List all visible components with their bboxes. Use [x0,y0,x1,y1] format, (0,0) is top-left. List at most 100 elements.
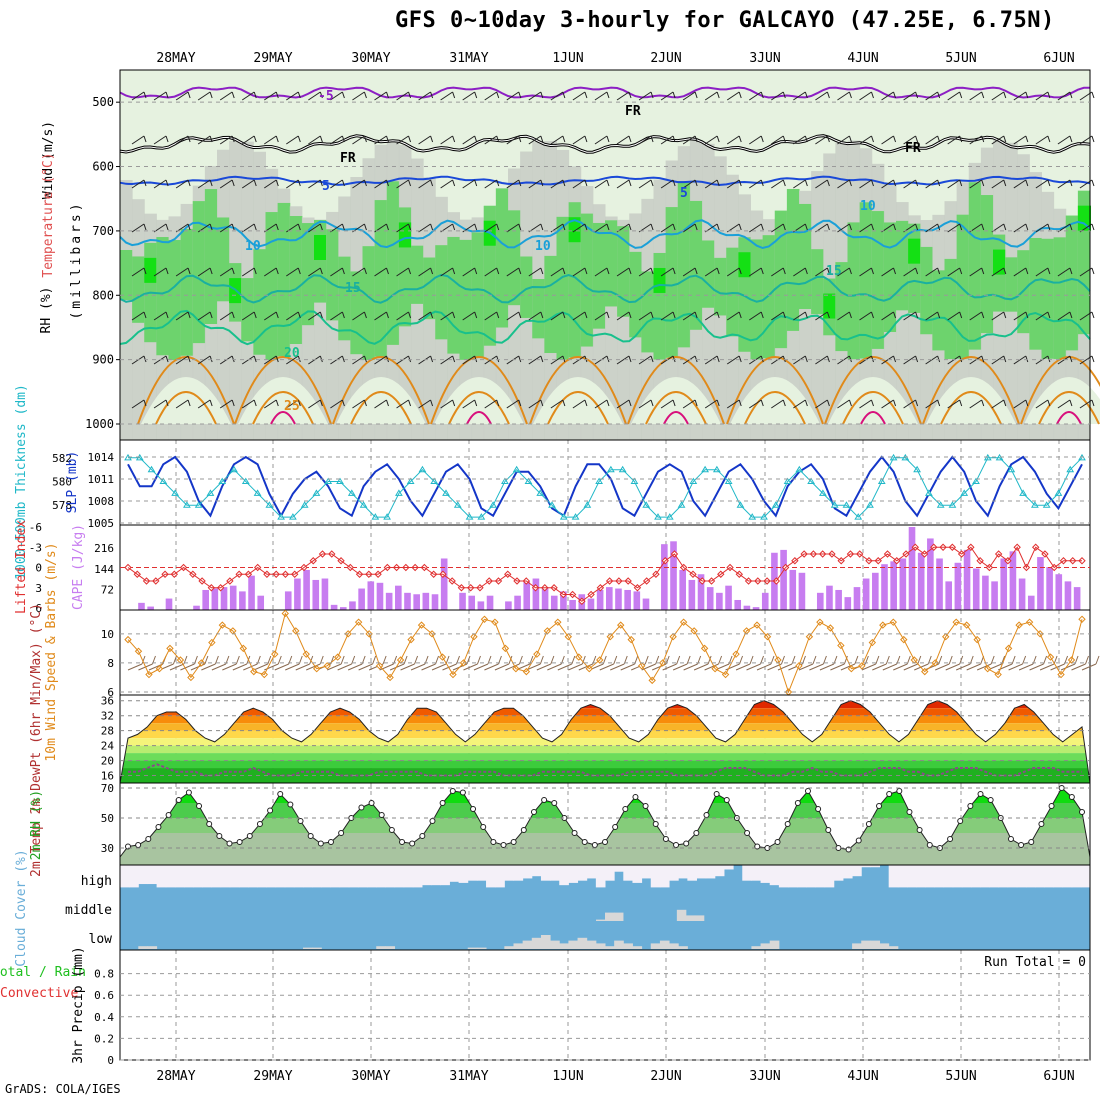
wind-barb [903,311,916,321]
wind-barb [263,91,277,101]
rh-marker [358,804,365,811]
wind-barb [837,399,850,409]
wind-barb [716,355,720,363]
wind-barb [165,267,169,275]
wind-barb [1039,663,1055,671]
wind-barb [204,655,209,665]
cape-bar [697,574,705,610]
isotherm-arc [726,356,824,425]
cape-bar [633,591,641,610]
wind-barb [408,355,412,363]
wind-barb [1003,399,1007,407]
isotherm-line [119,309,1091,346]
rh-cell [508,210,521,306]
cloud-clear [467,947,478,949]
cape-bar [606,587,613,610]
wind-barb [871,135,874,143]
wind-barb [528,311,542,321]
wind-barb [286,311,299,321]
rh-cell [338,256,351,341]
wind-barb [285,663,300,671]
wind-barb [840,663,856,671]
wind-barb [991,179,1005,189]
cape-bar [862,578,870,610]
wind-barb [704,267,718,277]
wind-barb [837,267,850,277]
wind-barb [1047,355,1051,363]
wind-barb [822,655,827,665]
cloud-clear [595,865,606,888]
isotherm-arc [860,411,886,425]
wind-barb [526,663,541,671]
wind-barb [253,663,268,671]
wind-barb [143,355,147,363]
wind-barb [430,267,434,275]
wind-barb [871,267,874,275]
rh-marker [713,791,720,797]
wind-barb [430,179,434,187]
wind-barb [991,311,1005,321]
ytick-label: 580 [52,476,72,489]
ytick-label: 800 [92,288,114,302]
wind-line [127,612,1083,694]
wind-barb [693,663,709,671]
cape-bar [220,587,228,610]
wind-barb [562,91,566,99]
wind-barb [682,399,696,409]
wind-barb [771,223,784,233]
wind-barb [231,311,235,319]
temp-band [120,723,1090,731]
rh-cell [568,217,582,243]
rh-marker [896,788,903,794]
ytick-label: 1008 [88,495,115,508]
wind-barb [793,399,806,409]
rh-marker [652,821,659,827]
wind-barb [610,663,625,671]
rh-marker [794,800,801,806]
cloud-clear [504,865,514,881]
date-tick-top: 4JUN [847,51,878,66]
wind-barb [903,135,916,145]
wind-barb [1069,399,1073,407]
wind-barb [1057,179,1071,189]
cloud-clear [659,940,670,949]
wind-barb [1003,135,1007,143]
cloud-clear [788,865,798,888]
wind-barb [628,135,632,143]
contour-label: -5 [318,89,334,104]
wind-barb [418,179,431,189]
cloud-clear [540,865,551,881]
wind-barb [682,311,696,321]
wind-barb [241,135,255,145]
wind-barb [716,399,720,407]
ytick-label: -3 [29,541,42,554]
wind-barb [568,663,583,671]
temp-band [120,760,1090,769]
axis-label: Lifted Index [14,520,29,614]
wind-barb [363,91,367,99]
ytick-label: 20 [101,755,114,768]
wind-barb [572,135,586,145]
wind-barb [308,311,321,321]
wind-barb [127,663,143,671]
cloud-clear [641,865,652,879]
wind-barb [539,655,544,665]
isotherm-line [119,273,1091,304]
wind-barb [452,91,456,99]
cloud-clear [751,865,762,881]
wind-barb [716,223,720,231]
wind-barb [969,267,983,277]
wind-barb [308,267,321,277]
wind-barb [947,311,960,321]
wind-barb [562,267,566,275]
cape-bar [945,581,953,610]
rh-cell [592,222,606,329]
wind-barb [606,399,610,407]
wind-barb [386,179,389,187]
rh-marker [541,797,548,803]
rh-cell [374,200,388,357]
wind-barb [263,355,277,365]
rh-marker [216,833,223,839]
wind-barb [187,399,191,407]
cloud-clear [403,865,414,888]
